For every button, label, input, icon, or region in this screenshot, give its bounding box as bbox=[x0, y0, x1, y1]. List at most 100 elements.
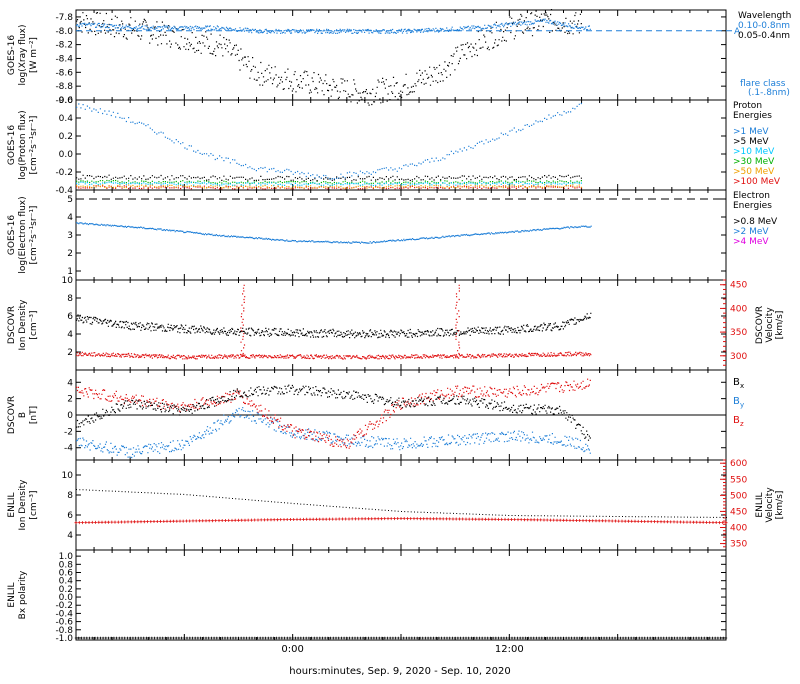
panel-3: 5 4 3 2 1 GOES-16 log(Electron flux) [cm⁻²s⁻¹sr… bbox=[7, 189, 778, 281]
panel-frame bbox=[75, 549, 727, 641]
y-tick-label: -9.0 bbox=[55, 96, 73, 106]
y-axis-label: Ion Density bbox=[18, 299, 28, 351]
y-tick-label: -8.6 bbox=[55, 68, 73, 78]
series-enlil-density bbox=[76, 489, 727, 518]
y-tick-label: -8.2 bbox=[55, 41, 73, 51]
y-tick-label: 6 bbox=[67, 312, 73, 322]
right-axis-label: DSCOVR bbox=[755, 306, 765, 344]
right-axis-label: Velocity bbox=[765, 307, 775, 343]
y-axis-label: [nT] bbox=[29, 406, 39, 424]
legend-entry: 0.10-0.8nm bbox=[738, 21, 790, 31]
legend-entry: B bbox=[733, 396, 740, 407]
y-tick-label: -8.0 bbox=[55, 27, 73, 37]
series-enlil-velocity bbox=[74, 517, 728, 525]
panel-2: 0.6 0.4 0.2 0.0 -0.2 -0.4 GOES-16 log(Proton fl… bbox=[7, 96, 781, 196]
right-tick-label: 400 bbox=[730, 304, 747, 314]
y-tick-label: 0.6 bbox=[59, 569, 74, 579]
legend-entry: B bbox=[733, 415, 740, 426]
y-axis-label: [cm⁻³] bbox=[29, 310, 39, 339]
y-tick-label: 0.6 bbox=[59, 96, 74, 106]
panel-frame bbox=[75, 9, 727, 101]
y-tick-label: -0.6 bbox=[55, 618, 73, 628]
right-tick-label: 300 bbox=[730, 352, 747, 362]
series-bx-polarity bbox=[74, 636, 728, 640]
y-axis-label: [W m⁻²] bbox=[29, 37, 39, 73]
legend-entry: >30 MeV bbox=[733, 157, 775, 167]
y-tick-label: 6 bbox=[67, 511, 73, 521]
y-axis-label: DSCOVR bbox=[7, 306, 17, 344]
right-tick-label: 500 bbox=[730, 491, 747, 501]
panel-frame bbox=[75, 189, 727, 281]
flare-label: (.1-.8nm) bbox=[748, 88, 790, 98]
legend-entry: >2 MeV bbox=[733, 227, 769, 237]
panel-frame bbox=[75, 459, 727, 551]
right-axis-label: [km/s] bbox=[775, 311, 785, 340]
y-tick-label: 8 bbox=[67, 294, 73, 304]
series-By bbox=[76, 407, 591, 459]
series-electron-2MeV bbox=[76, 222, 592, 244]
y-tick-label: 0.2 bbox=[59, 132, 73, 142]
y-tick-label: 0 bbox=[67, 411, 73, 421]
y-tick-label: 4 bbox=[67, 213, 73, 223]
y-axis-label: ENLIL bbox=[7, 492, 17, 517]
right-tick-label: 400 bbox=[730, 524, 747, 534]
velocity-spike bbox=[240, 284, 246, 357]
y-tick-label: 10 bbox=[62, 471, 74, 481]
y-tick-label: 4 bbox=[67, 378, 73, 388]
legend-entry: >4 MeV bbox=[733, 237, 769, 247]
y-axis-label: GOES-16 bbox=[7, 35, 17, 75]
y-tick-label: 0.0 bbox=[59, 593, 74, 603]
y-tick-label: -0.4 bbox=[55, 186, 73, 196]
legend-title: Proton bbox=[733, 101, 762, 111]
y-tick-label: -1.0 bbox=[55, 634, 73, 644]
velocity-spike bbox=[455, 284, 461, 357]
right-tick-label: 350 bbox=[730, 328, 747, 338]
legend-entry: 0.05-0.4nm bbox=[738, 31, 790, 41]
legend-title: Energies bbox=[733, 111, 772, 121]
y-tick-label: 0.8 bbox=[59, 560, 74, 570]
right-tick-label: 350 bbox=[730, 540, 747, 550]
y-axis-label: [cm⁻²s⁻¹sr⁻¹] bbox=[29, 116, 39, 175]
y-tick-label: 1 bbox=[67, 267, 73, 277]
y-tick-label: 0.2 bbox=[59, 585, 73, 595]
right-tick-label: 450 bbox=[730, 281, 747, 291]
y-axis-label: Bx polarity bbox=[18, 570, 28, 619]
series-dscovr-density bbox=[76, 312, 592, 339]
y-tick-label: -0.4 bbox=[55, 609, 73, 619]
right-tick-label: 550 bbox=[730, 475, 747, 485]
x-axis-label: hours:minutes, Sep. 9, 2020 - Sep. 10, 2… bbox=[289, 666, 511, 677]
y-tick-label: -0.8 bbox=[55, 626, 73, 636]
y-tick-label: -2 bbox=[64, 427, 73, 437]
legend-entry: >50 MeV bbox=[733, 167, 775, 177]
y-axis-label: ENLIL bbox=[7, 582, 17, 607]
y-axis-label: B bbox=[18, 412, 28, 418]
series-0.05-0.4nm bbox=[76, 9, 582, 106]
y-tick-label: 5 bbox=[67, 195, 73, 205]
x-tick-label: 12:00 bbox=[495, 644, 524, 655]
y-axis-label: log(Proton flux) bbox=[18, 110, 28, 179]
series-dscovr-velocity bbox=[76, 351, 592, 360]
y-tick-label: -7.8 bbox=[55, 13, 73, 23]
y-tick-label: 10 bbox=[62, 276, 74, 286]
legend-title: Energies bbox=[733, 201, 772, 211]
y-tick-label: -8.4 bbox=[55, 54, 73, 64]
right-axis-label: ENLIL bbox=[755, 492, 765, 517]
legend-entry: >1 MeV bbox=[733, 127, 769, 137]
y-tick-label: 4 bbox=[67, 531, 73, 541]
panel-1: -7.8 -8.0 -8.2 -8.4 -8.6 -8.8 -9.0 GOES-16 log(X… bbox=[7, 9, 791, 106]
legend-entry: >100 MeV bbox=[733, 177, 781, 187]
series-Bz bbox=[76, 378, 591, 449]
y-tick-label: 0.4 bbox=[59, 114, 74, 124]
series-proton-0 bbox=[76, 102, 582, 181]
y-axis-label: log(Xray flux) bbox=[18, 24, 28, 85]
y-axis-label: [cm⁻²s⁻¹sr⁻¹] bbox=[29, 206, 39, 265]
legend-entry: >10 MeV bbox=[733, 147, 775, 157]
legend-entry: >0.8 MeV bbox=[733, 217, 778, 227]
y-tick-label: 3 bbox=[67, 231, 73, 241]
right-tick-label: 450 bbox=[730, 507, 747, 517]
